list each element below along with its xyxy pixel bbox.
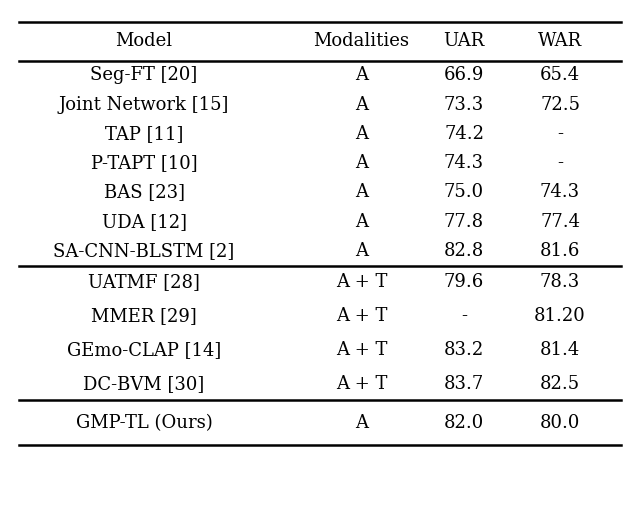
Text: 83.7: 83.7 [444,375,484,392]
Text: 77.8: 77.8 [444,213,484,231]
Text: 81.6: 81.6 [540,242,580,260]
Text: SA-CNN-BLSTM [2]: SA-CNN-BLSTM [2] [53,242,235,260]
Text: 82.0: 82.0 [444,414,484,432]
Text: 80.0: 80.0 [540,414,580,432]
Text: GMP-TL (Ours): GMP-TL (Ours) [76,414,212,432]
Text: GEmo-CLAP [14]: GEmo-CLAP [14] [67,341,221,359]
Text: A: A [355,154,368,172]
Text: TAP [11]: TAP [11] [105,125,183,143]
Text: UDA [12]: UDA [12] [102,213,186,231]
Text: 82.5: 82.5 [540,375,580,392]
Text: DC-BVM [30]: DC-BVM [30] [83,375,205,392]
Text: -: - [557,125,563,143]
Text: 81.20: 81.20 [534,307,586,325]
Text: A: A [355,183,368,201]
Text: A: A [355,242,368,260]
Text: Joint Network [15]: Joint Network [15] [59,95,229,114]
Text: 74.3: 74.3 [444,154,484,172]
Text: UATMF [28]: UATMF [28] [88,274,200,291]
Text: 78.3: 78.3 [540,274,580,291]
Text: A + T: A + T [336,341,387,359]
Text: A: A [355,414,368,432]
Text: 65.4: 65.4 [540,66,580,84]
Text: A + T: A + T [336,274,387,291]
Text: A + T: A + T [336,307,387,325]
Text: A: A [355,125,368,143]
Text: 74.3: 74.3 [540,183,580,201]
Text: 83.2: 83.2 [444,341,484,359]
Text: A + T: A + T [336,375,387,392]
Text: WAR: WAR [538,32,582,50]
Text: Modalities: Modalities [314,32,410,50]
Text: MMER [29]: MMER [29] [91,307,197,325]
Text: 79.6: 79.6 [444,274,484,291]
Text: 81.4: 81.4 [540,341,580,359]
Text: 77.4: 77.4 [540,213,580,231]
Text: 66.9: 66.9 [444,66,484,84]
Text: P-TAPT [10]: P-TAPT [10] [91,154,197,172]
Text: Model: Model [115,32,173,50]
Text: BAS [23]: BAS [23] [104,183,184,201]
Text: A: A [355,213,368,231]
Text: 74.2: 74.2 [444,125,484,143]
Text: -: - [461,307,467,325]
Text: A: A [355,95,368,114]
Text: A: A [355,66,368,84]
Text: 73.3: 73.3 [444,95,484,114]
Text: 82.8: 82.8 [444,242,484,260]
Text: Seg-FT [20]: Seg-FT [20] [90,66,198,84]
Text: 72.5: 72.5 [540,95,580,114]
Text: 75.0: 75.0 [444,183,484,201]
Text: -: - [557,154,563,172]
Text: UAR: UAR [444,32,484,50]
